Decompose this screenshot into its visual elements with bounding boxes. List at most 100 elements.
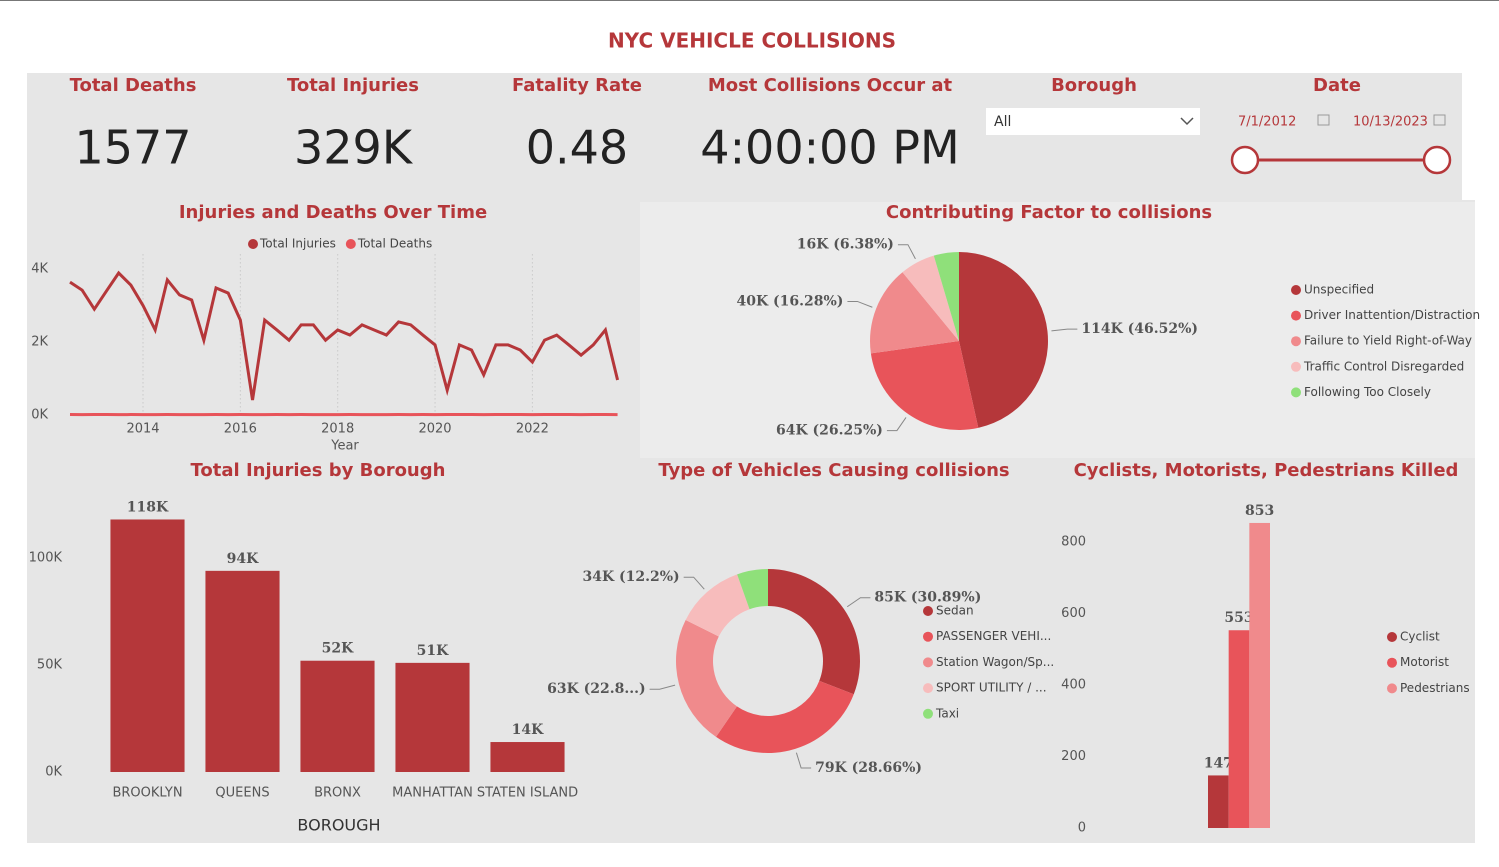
x-tick-label: 2016 [224,422,257,437]
x-tick-label: 2018 [321,422,354,437]
legend-swatch [248,239,258,249]
y-tick-label: 600 [1061,606,1086,621]
chart-title: Type of Vehicles Causing collisions [658,460,1009,481]
leader-line [886,417,907,432]
data-label: 118K [127,499,169,515]
pie-slice [870,341,979,430]
x-tick-label: QUEENS [215,786,269,801]
filter-label: Date [1313,75,1361,96]
date-start[interactable]: 7/1/2012 [1238,115,1296,130]
legend-swatch [1291,336,1301,347]
donut-slice [768,569,861,695]
y-tick-label: 0K [45,765,62,780]
legend-swatch [923,606,933,616]
kpi-label: Most Collisions Occur at [708,75,953,96]
data-label: 94K [227,551,259,567]
legend-swatch [1387,657,1397,668]
calendar-icon[interactable] [1433,114,1446,126]
dropdown-box[interactable] [986,108,1200,135]
dropdown-value[interactable]: All [994,114,1011,130]
legend-label: Cyclist [1400,630,1440,644]
pie-slice [870,272,959,354]
legend-swatch [923,708,933,719]
page-title: NYC VEHICLE COLLISIONS [608,29,896,53]
legend-label: Pedestrians [1400,681,1470,695]
leader-line [683,576,705,590]
data-label: 553 [1224,610,1253,626]
data-label: 114K (46.52%) [1081,321,1198,337]
legend-swatch [923,657,933,668]
y-tick-label: 2K [31,335,48,350]
legend-swatch [1291,285,1301,295]
date-end-box[interactable] [1345,108,1453,135]
bar [110,519,185,772]
legend-label: Sedan [936,604,974,618]
leader-line [1051,328,1078,332]
bar [1208,775,1229,828]
y-tick-label: 4K [31,262,48,277]
legend-label: Failure to Yield Right-of-Way [1304,334,1472,348]
bar [300,660,375,772]
slider-handle[interactable] [1230,145,1260,175]
legend-swatch [1291,387,1301,398]
data-label: 64K (26.25%) [776,423,883,439]
data-label: 853 [1245,503,1274,519]
bar [1228,630,1250,828]
legend-swatch [1387,632,1397,642]
kpi-label: Fatality Rate [512,75,642,96]
date-end[interactable]: 10/13/2023 [1353,115,1428,130]
x-tick-label: MANHATTAN [392,786,473,801]
bar [1249,522,1270,828]
x-tick-label: 2014 [126,422,159,437]
bar [490,742,565,772]
legend-label: SPORT UTILITY / ... [936,681,1047,695]
legend-swatch [1387,683,1397,694]
bar [395,662,470,772]
data-label: 147 [1204,755,1233,771]
x-tick-label: BRONX [314,786,361,801]
pie-slice [959,252,1049,428]
y-tick-label: 800 [1061,534,1086,549]
data-label: 63K (22.8...) [547,681,646,697]
leader-line [649,684,676,690]
legend-label: Total Injuries [259,237,336,251]
filter-label: Borough [1051,75,1137,96]
legend-swatch [923,631,933,642]
data-label: 40K (16.28%) [737,293,844,309]
x-tick-label: 2020 [418,422,451,437]
chart-title: Contributing Factor to collisions [886,202,1212,223]
chevron[interactable] [1180,117,1194,126]
kpi-value: 329K [294,121,414,175]
legend-swatch [923,683,933,694]
kpi-value: 1577 [74,121,191,175]
legend-label: Traffic Control Disregarded [1303,359,1464,373]
calendar-icon[interactable] [1317,114,1330,126]
legend-swatch [345,239,356,249]
slider-handle[interactable] [1422,145,1452,175]
donut-slice [716,680,854,754]
data-label: 51K [417,643,449,659]
leader-line [897,244,916,260]
line-series [69,270,620,401]
donut-slice [685,574,750,637]
legend-swatch [1291,310,1301,321]
borough-dropdown[interactable]: All [986,108,1200,135]
data-label: 52K [322,641,354,657]
chart-title: Cyclists, Motorists, Pedestrians Killed [1074,460,1459,481]
legend-label: Driver Inattention/Distraction [1304,308,1480,322]
legend-label: Motorist [1400,655,1449,669]
chart-title: Total Injuries by Borough [191,460,446,481]
data-label: 85K (30.89%) [874,590,981,606]
legend-label: Taxi [935,706,959,720]
y-tick-label: 0K [31,408,48,423]
legend-label: Total Deaths [357,237,432,251]
data-label: 34K (12.2%) [582,569,679,585]
y-tick-label: 100K [29,551,63,566]
pie-slice [933,252,959,341]
donut-slice [737,569,768,610]
x-tick-label: STATEN ISLAND [477,786,578,801]
chart-title: Injuries and Deaths Over Time [179,202,487,223]
y-tick-label: 0 [1078,821,1086,836]
legend-label: Unspecified [1304,283,1374,297]
